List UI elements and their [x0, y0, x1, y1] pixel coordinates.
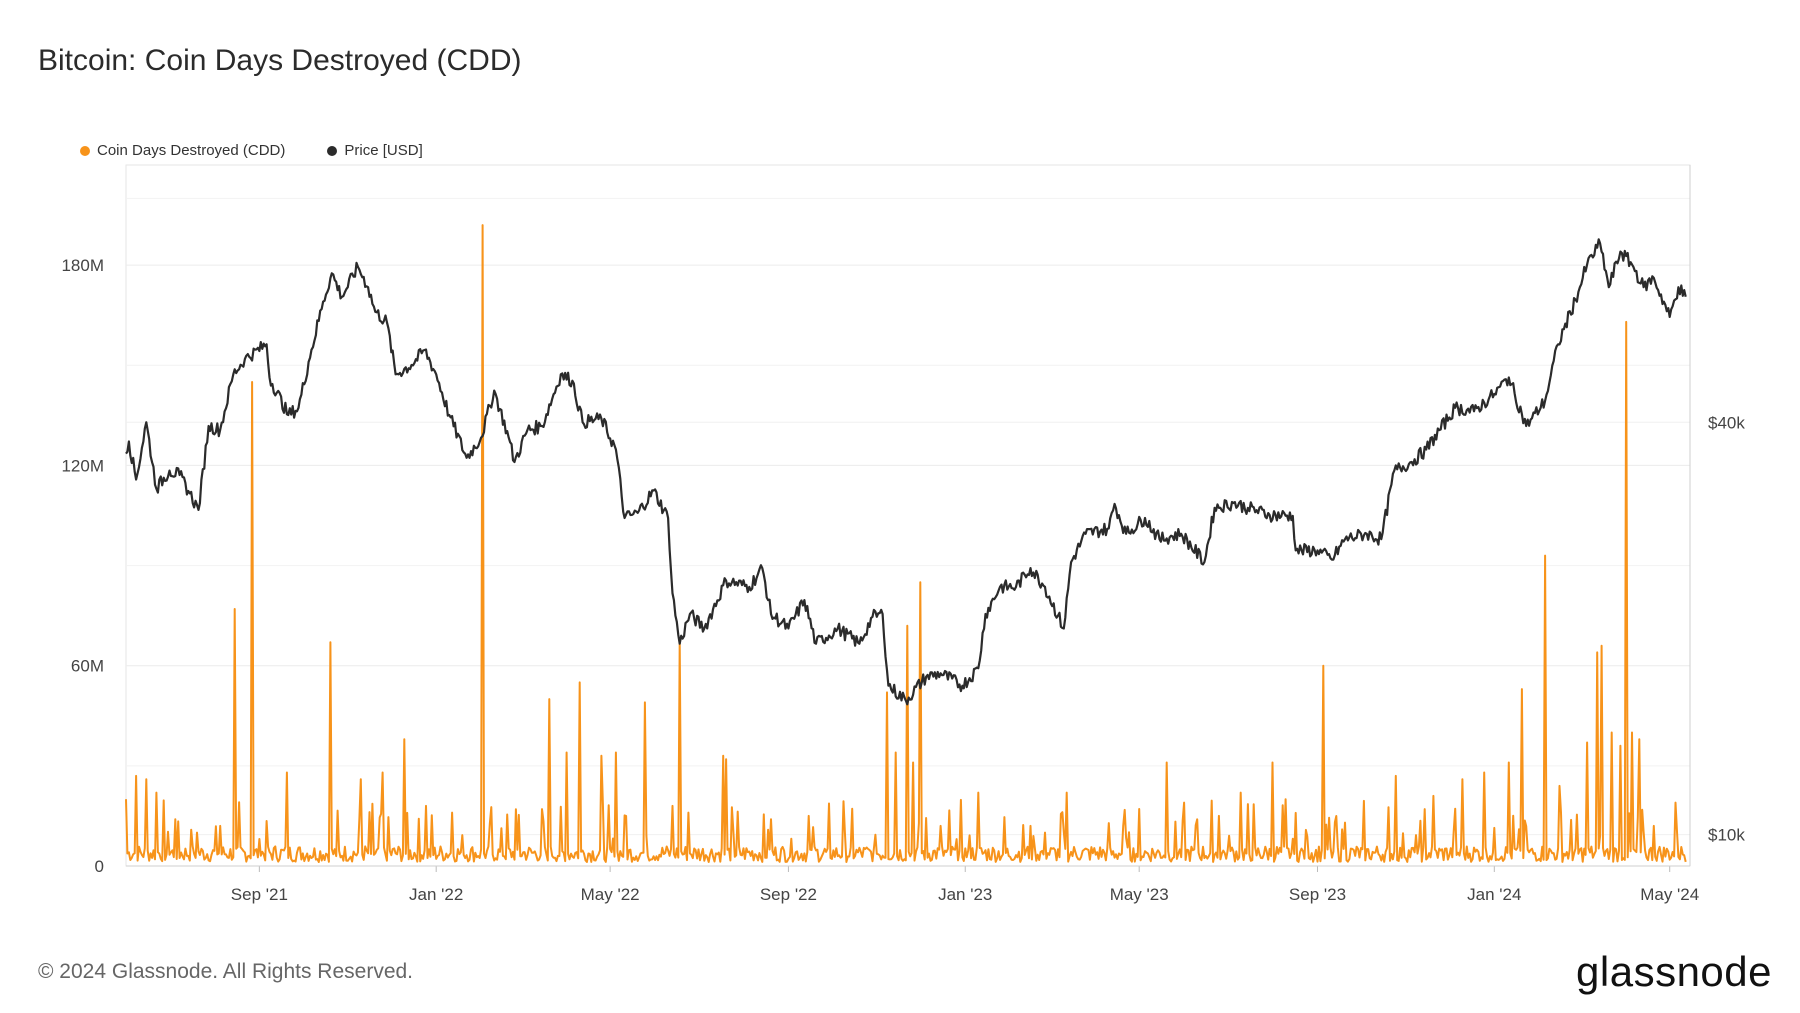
legend-item-price[interactable]: Price [USD] — [327, 142, 423, 159]
left-tick-label: 60M — [71, 657, 104, 676]
x-tick-label: May '23 — [1110, 885, 1169, 904]
legend-dot-price — [327, 145, 338, 156]
legend-label-price: Price [USD] — [344, 142, 423, 159]
right-tick-label: $40k — [1708, 413, 1745, 432]
price-series-line[interactable] — [125, 238, 1687, 706]
x-tick-label: May '24 — [1640, 885, 1699, 904]
cdd-series-line[interactable] — [125, 224, 1687, 863]
price-series-layer — [125, 238, 1687, 706]
legend-label-cdd: Coin Days Destroyed (CDD) — [97, 142, 286, 159]
x-tick-label: May '22 — [581, 885, 640, 904]
x-tick-label: Jan '24 — [1467, 885, 1521, 904]
copyright-text: © 2024 Glassnode. All Rights Reserved. — [38, 960, 414, 983]
glassnode-logo: glassnode — [1576, 948, 1772, 995]
cdd-series-layer — [125, 224, 1687, 863]
left-tick-label: 120M — [61, 456, 104, 475]
legend-item-cdd[interactable]: Coin Days Destroyed (CDD) — [80, 142, 285, 159]
right-tick-label: $10k — [1708, 826, 1745, 845]
axis-layer: 0 60M 120M 180M $10k $40k Sep '21 Jan '22 May '2… — [61, 165, 1745, 904]
left-tick-label: 0 — [95, 857, 104, 876]
x-tick-label: Jan '22 — [409, 885, 463, 904]
left-tick-label: 180M — [61, 256, 104, 275]
x-tick-label: Sep '23 — [1289, 885, 1346, 904]
legend-dot-cdd — [80, 145, 90, 156]
chart-title: Bitcoin: Coin Days Destroyed (CDD) — [38, 44, 522, 77]
x-tick-label: Jan '23 — [938, 885, 992, 904]
x-tick-label: Sep '21 — [231, 885, 288, 904]
chart-legend: Coin Days Destroyed (CDD) Price [USD] — [80, 142, 423, 159]
x-tick-label: Sep '22 — [760, 885, 817, 904]
